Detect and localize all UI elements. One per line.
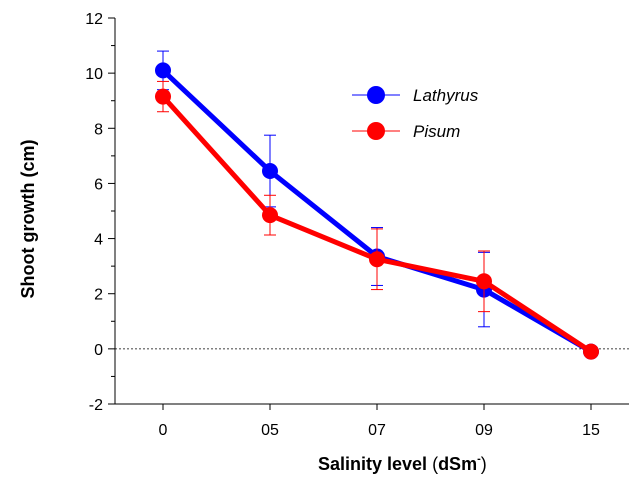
x-axis-title-unit: dSm (438, 454, 477, 474)
x-axis-title-paren-close: ) (481, 454, 487, 474)
legend-label-lathyrus: Lathyrus (413, 86, 479, 105)
x-tick-label: 0 (159, 422, 168, 439)
legend-label-pisum: Pisum (413, 122, 460, 141)
axes: -2 0 2 4 6 8 10 12 0 05 07 09 15 (85, 11, 629, 439)
y-tick-label: -2 (89, 397, 103, 414)
y-tick-label: 8 (94, 121, 103, 138)
data-point-pisum (155, 88, 171, 105)
y-tick-label: 0 (94, 342, 103, 359)
y-tick-label: 12 (85, 11, 103, 28)
x-axis-title-superscript: - (477, 453, 481, 465)
y-tick-label: 2 (94, 287, 103, 304)
x-axis-title: Salinity level (dSm-) (318, 453, 487, 474)
y-tick-label: 6 (94, 176, 103, 193)
data-point-lathyrus (155, 62, 171, 79)
data-point-pisum (476, 273, 492, 290)
x-tick-label: 09 (475, 422, 493, 439)
data-point-pisum (369, 251, 385, 268)
x-axis-title-prefix: Salinity level (318, 454, 432, 474)
x-tick-label: 07 (368, 422, 386, 439)
x-axis-title-paren-open: ( (432, 454, 438, 474)
data-point-pisum (262, 207, 278, 224)
series-group (155, 50, 599, 360)
x-tick-label: 15 (582, 422, 600, 439)
x-tick-label: 05 (261, 422, 279, 439)
y-tick-label: 10 (85, 66, 103, 83)
data-point-lathyrus (262, 163, 278, 180)
data-point-pisum (583, 343, 599, 360)
y-tick-label: 4 (94, 232, 103, 249)
legend-marker-lathyrus (367, 86, 385, 104)
legend-marker-pisum (367, 122, 385, 140)
legend: Lathyrus Pisum (352, 86, 479, 141)
series-pisum (155, 80, 599, 360)
y-axis-title: Shoot growth (cm) (18, 140, 38, 299)
